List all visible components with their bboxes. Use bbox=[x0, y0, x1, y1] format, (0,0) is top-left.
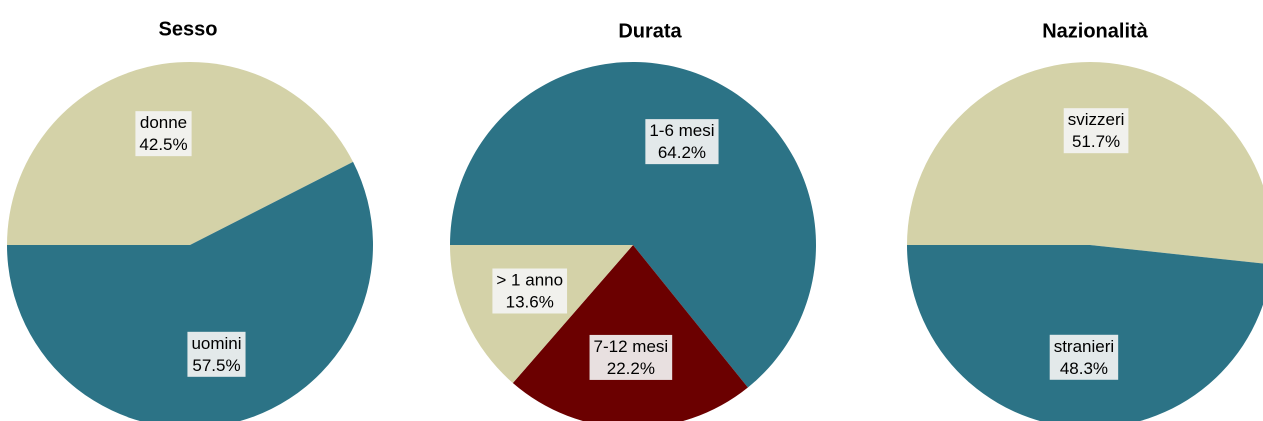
slice-label: 1-6 mesi 64.2% bbox=[645, 119, 719, 165]
chart-title: Durata bbox=[618, 20, 682, 42]
category-label: donne bbox=[140, 113, 187, 132]
value-label: 57.5% bbox=[192, 356, 240, 375]
category-label: svizzeri bbox=[1068, 110, 1125, 129]
chart-title: Nazionalità bbox=[1042, 20, 1148, 42]
label-box bbox=[1063, 108, 1129, 154]
value-label: 64.2% bbox=[658, 143, 706, 162]
category-label: stranieri bbox=[1054, 337, 1114, 356]
slice-label: 7-12 mesi 22.2% bbox=[589, 334, 673, 380]
pie-slice bbox=[512, 245, 748, 421]
label-box bbox=[187, 331, 246, 377]
value-label: 42.5% bbox=[139, 135, 187, 154]
pie-slice bbox=[907, 62, 1263, 264]
chart-title: Sesso bbox=[159, 18, 218, 40]
label-box bbox=[135, 111, 192, 157]
category-label: 1-6 mesi bbox=[649, 121, 714, 140]
slice-label: uomini 57.5% bbox=[187, 331, 246, 377]
value-label: 51.7% bbox=[1072, 132, 1120, 151]
value-label: 22.2% bbox=[607, 359, 655, 378]
pie-slice bbox=[450, 61, 817, 388]
slice-label: stranieri 48.3% bbox=[1049, 334, 1119, 380]
label-box bbox=[645, 119, 719, 165]
category-label: > 1 anno bbox=[496, 270, 563, 289]
slice-label: donne 42.5% bbox=[135, 111, 192, 157]
pie-slice bbox=[7, 161, 373, 421]
label-box bbox=[492, 268, 568, 314]
category-label: uomini bbox=[191, 334, 241, 353]
label-box bbox=[589, 334, 673, 380]
slice-label: svizzeri 51.7% bbox=[1063, 108, 1129, 154]
label-box bbox=[1049, 334, 1119, 380]
slice-label: > 1 anno 13.6% bbox=[492, 268, 568, 314]
pie-slice bbox=[907, 245, 1263, 421]
value-label: 48.3% bbox=[1060, 359, 1108, 378]
value-label: 13.6% bbox=[506, 292, 554, 311]
category-label: 7-12 mesi bbox=[594, 337, 669, 356]
